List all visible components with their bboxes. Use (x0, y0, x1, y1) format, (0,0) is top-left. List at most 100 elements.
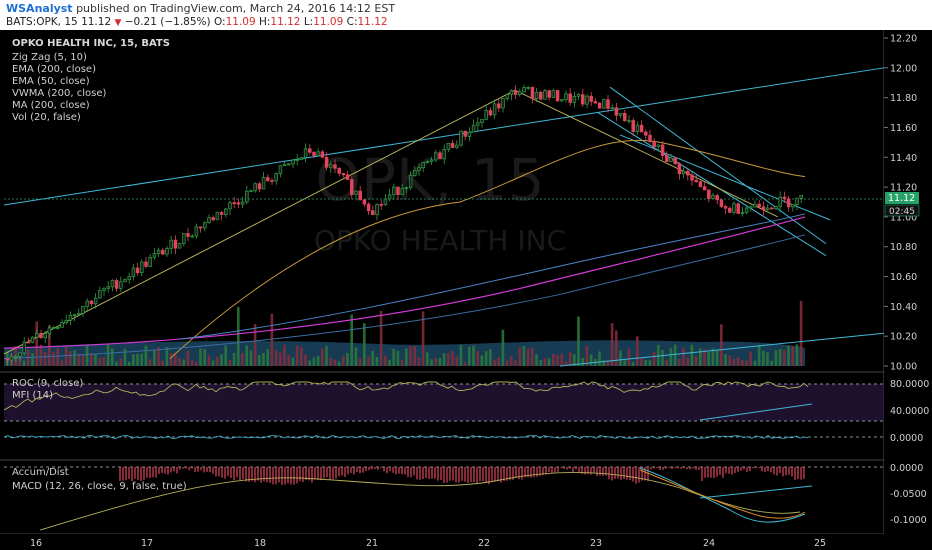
candle-body (728, 207, 732, 213)
x-tick-label: 17 (141, 538, 153, 549)
candle-body (320, 151, 325, 158)
mfi-label: MFI (14) (12, 390, 53, 401)
candle-body (358, 190, 362, 201)
volume-bar (451, 350, 454, 366)
y-tick-label: 12.20 (890, 34, 917, 45)
candle-body (5, 358, 10, 361)
volume-bar (690, 344, 694, 366)
volume-bar (90, 353, 93, 366)
candle-body (39, 333, 43, 339)
low-value: 11.09 (313, 16, 344, 28)
volume-bar (615, 330, 618, 366)
volume-bar (493, 359, 496, 366)
candle-body (123, 279, 127, 283)
candle-body (148, 256, 152, 267)
last-value: 11.12 (81, 16, 112, 28)
volume-bar (186, 350, 190, 366)
volume-bar (329, 357, 332, 366)
candle-body (694, 179, 698, 183)
volume-bar (295, 345, 299, 366)
candle-body (446, 142, 451, 150)
volume-bar (778, 349, 782, 366)
candle-body (518, 91, 522, 95)
candle-body (530, 87, 535, 99)
candle-body (186, 233, 190, 237)
price-badge (885, 192, 919, 204)
volume-bar (505, 360, 509, 366)
candle-body (509, 90, 514, 95)
candle-body (442, 149, 446, 160)
candle-body (497, 103, 501, 109)
x-tick-label: 21 (366, 538, 378, 549)
volume-bar (123, 348, 127, 366)
volume-bar (510, 356, 513, 366)
volume-bar (657, 344, 660, 366)
chart-canvas[interactable]: OPK, 15 OPKO HEALTH INC OPKO HEALTH INC,… (0, 30, 932, 550)
candle-body (547, 90, 551, 98)
y-tick-label: 10.40 (890, 302, 917, 313)
candle-body (707, 189, 711, 199)
candle-body (198, 226, 203, 229)
volume-bar (753, 360, 757, 366)
candle-body (522, 87, 526, 93)
author-link[interactable]: WSAnalyst (6, 2, 73, 15)
roc-line (3, 435, 809, 439)
legend-item: Zig Zag (5, 10) (12, 52, 87, 63)
candle-body (312, 151, 316, 156)
candle-body (585, 95, 589, 105)
volume-bar (484, 351, 488, 366)
candle-body (232, 202, 236, 205)
zigzag-line (3, 89, 779, 355)
volume-bar (148, 359, 152, 366)
candle-body (43, 333, 47, 339)
volume-bar (463, 361, 467, 366)
candle-body (51, 327, 56, 329)
candle-body (774, 206, 778, 209)
volume-bar (396, 351, 400, 366)
volume-bar (652, 351, 656, 366)
candle-body (476, 122, 480, 126)
candle-body (291, 159, 295, 165)
candle-body (753, 203, 757, 208)
volume-bar (241, 353, 244, 366)
volume-bar (564, 361, 568, 366)
x-tick-label: 23 (590, 538, 602, 549)
candle-body (413, 170, 417, 176)
candle-body (219, 212, 224, 215)
candle-body (207, 217, 211, 223)
candle-body (723, 206, 728, 209)
candle-body (64, 319, 68, 324)
volume-bar (140, 353, 143, 366)
roc-tick: 0.0000 (890, 433, 923, 444)
volume-bar (501, 329, 505, 366)
candle-body (568, 93, 572, 103)
mfi-trendline (699, 403, 813, 421)
volume-bar (266, 349, 269, 366)
candle-body (161, 249, 165, 255)
volume-bar (522, 345, 526, 366)
candle-body (408, 175, 413, 189)
publish-line: WSAnalyst published on TradingView.com, … (6, 2, 395, 15)
y-tick-label: 11.60 (890, 123, 917, 134)
volume-bar (413, 346, 416, 366)
mfi-line (3, 381, 809, 411)
price-axis[interactable] (884, 30, 932, 550)
volume-bar (795, 344, 799, 366)
candle-body (757, 203, 761, 208)
volume-bar (623, 360, 626, 366)
candle-body (665, 155, 669, 162)
legend-item: MA (200, close) (12, 100, 90, 111)
time-axis[interactable] (0, 534, 932, 550)
candle-body (765, 207, 770, 211)
volume-bar (409, 346, 412, 366)
close-value: 11.12 (357, 16, 388, 28)
volume-bar (757, 344, 761, 366)
candle-body (417, 167, 421, 171)
candle-body (72, 314, 77, 317)
trendline-lower (559, 332, 885, 367)
candle-body (702, 186, 707, 191)
candle-body (627, 120, 631, 122)
candle-body (434, 152, 438, 161)
volume-bar (589, 354, 593, 366)
volume-bar (447, 353, 450, 366)
